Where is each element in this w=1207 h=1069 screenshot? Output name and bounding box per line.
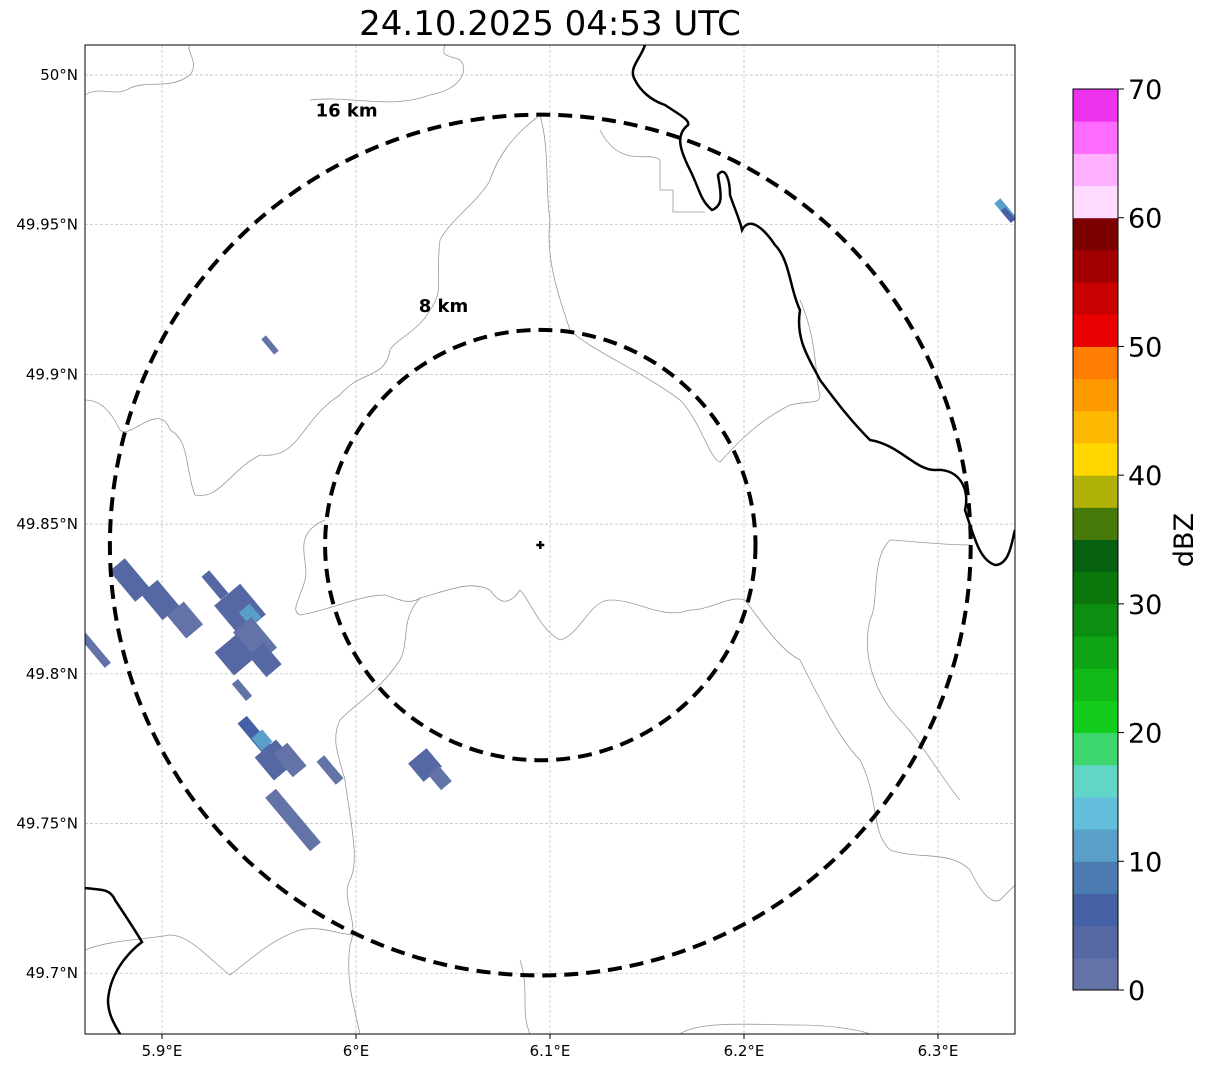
colorbar-tick-label: 60: [1128, 204, 1162, 235]
colorbar-bin: [1073, 700, 1118, 734]
colorbar-bin: [1073, 925, 1118, 959]
colorbar-bin: [1073, 829, 1118, 862]
colorbar-bin: [1073, 571, 1118, 605]
echo-bin: [251, 729, 273, 751]
country-border: [631, 45, 1015, 567]
echo-bin: [231, 679, 253, 701]
country-border: [85, 886, 144, 1034]
colorbar-tick-label: 70: [1128, 75, 1162, 106]
echo-bin: [265, 788, 321, 852]
colorbar-bin: [1073, 153, 1118, 187]
colorbar-bin: [1073, 282, 1118, 315]
colorbar-bin: [1073, 442, 1118, 476]
region-border: [85, 45, 194, 96]
lat-tick-label: 49.8°N: [26, 665, 78, 683]
echo-bin: [273, 742, 307, 778]
colorbar-bin: [1073, 668, 1118, 701]
colorbar-bin: [1073, 957, 1118, 991]
lon-tick-label: 6°E: [343, 1042, 370, 1060]
region-border: [309, 45, 465, 103]
colorbar-bin: [1073, 732, 1118, 766]
borders: [85, 45, 1015, 1034]
echo-bin: [1000, 206, 1015, 224]
echo-bin: [85, 632, 111, 668]
colorbar-bin: [1073, 796, 1118, 830]
colorbar-bin: [1073, 314, 1118, 347]
region-border: [295, 519, 1015, 902]
colorbar-frame: [1072, 88, 1119, 991]
lon-tick-label: 6.2°E: [724, 1042, 765, 1060]
range-ring-label: 8 km: [419, 296, 469, 317]
colorbar-label: dBZ: [1169, 513, 1200, 567]
echo-bin: [140, 579, 180, 621]
lat-tick-label: 49.9°N: [26, 365, 78, 383]
colorbar-tick-label: 20: [1128, 719, 1162, 750]
echo-bin: [316, 755, 344, 785]
region-border: [866, 539, 971, 801]
colorbar-bin: [1073, 185, 1118, 219]
radar-echoes: [85, 198, 1015, 852]
colorbar-bin: [1073, 89, 1118, 122]
echo-bin: [109, 558, 151, 602]
gridlines: [85, 45, 1015, 1034]
lon-tick-label: 5.9°E: [142, 1042, 183, 1060]
echo-bin: [166, 601, 204, 639]
colorbar-bin: [1073, 507, 1118, 540]
colorbar-tick-label: 40: [1128, 461, 1162, 492]
range-rings: 8 km 16 km: [107, 101, 973, 978]
lat-tick-label: 49.7°N: [26, 964, 78, 982]
colorbar-bin: [1073, 861, 1118, 894]
colorbar-bin: [1073, 764, 1118, 798]
colorbar-bin: [1073, 893, 1118, 927]
axis-ticks: 5.9°E 6°E 6.1°E 6.2°E 6.3°E 50°N 49.95°N 49.9°N…: [16, 66, 958, 1060]
colorbar: 0 10 20 30 40 50 60 70: [1072, 75, 1162, 1007]
echo-bin: [428, 765, 452, 791]
region-border: [85, 114, 541, 496]
colorbar-bin: [1073, 121, 1118, 154]
region-border: [85, 928, 356, 976]
region-border: [539, 114, 821, 463]
colorbar-bin: [1073, 410, 1118, 444]
echo-bin: [248, 642, 282, 678]
lon-tick-label: 6.1°E: [530, 1042, 571, 1060]
range-ring-label: 16 km: [316, 101, 378, 122]
lat-tick-label: 50°N: [40, 66, 78, 84]
colorbar-tick-label: 0: [1128, 976, 1145, 1007]
colorbar-bin: [1073, 539, 1118, 573]
colorbar-bin: [1073, 603, 1118, 637]
colorbar-tick-label: 30: [1128, 590, 1162, 621]
colorbar-tick-label: 10: [1128, 847, 1162, 878]
region-border: [335, 597, 421, 1034]
colorbar-bin: [1073, 475, 1118, 508]
region-border: [599, 129, 705, 213]
echo-bin: [238, 603, 262, 627]
echo-bin: [261, 335, 279, 355]
lat-tick-label: 49.85°N: [16, 515, 78, 533]
colorbar-bin: [1073, 249, 1118, 283]
echo-bin: [214, 634, 256, 676]
lat-tick-label: 49.75°N: [16, 815, 78, 833]
region-border: [519, 959, 871, 1034]
colorbar-bin: [1073, 378, 1118, 412]
range-ring-8km: [323, 327, 758, 763]
echo-bin: [201, 570, 229, 600]
colorbar-bin: [1073, 346, 1118, 380]
radar-site-marker: [536, 541, 545, 550]
lat-tick-label: 49.95°N: [16, 216, 78, 234]
colorbar-tick-label: 50: [1128, 332, 1162, 363]
colorbar-bin: [1073, 636, 1118, 669]
colorbar-bin: [1073, 217, 1118, 251]
map-title: 24.10.2025 04:53 UTC: [359, 4, 741, 44]
country-borders: [85, 45, 1015, 1034]
range-ring-16km: [107, 112, 973, 978]
lon-tick-label: 6.3°E: [918, 1042, 959, 1060]
echo-bin: [254, 739, 296, 781]
